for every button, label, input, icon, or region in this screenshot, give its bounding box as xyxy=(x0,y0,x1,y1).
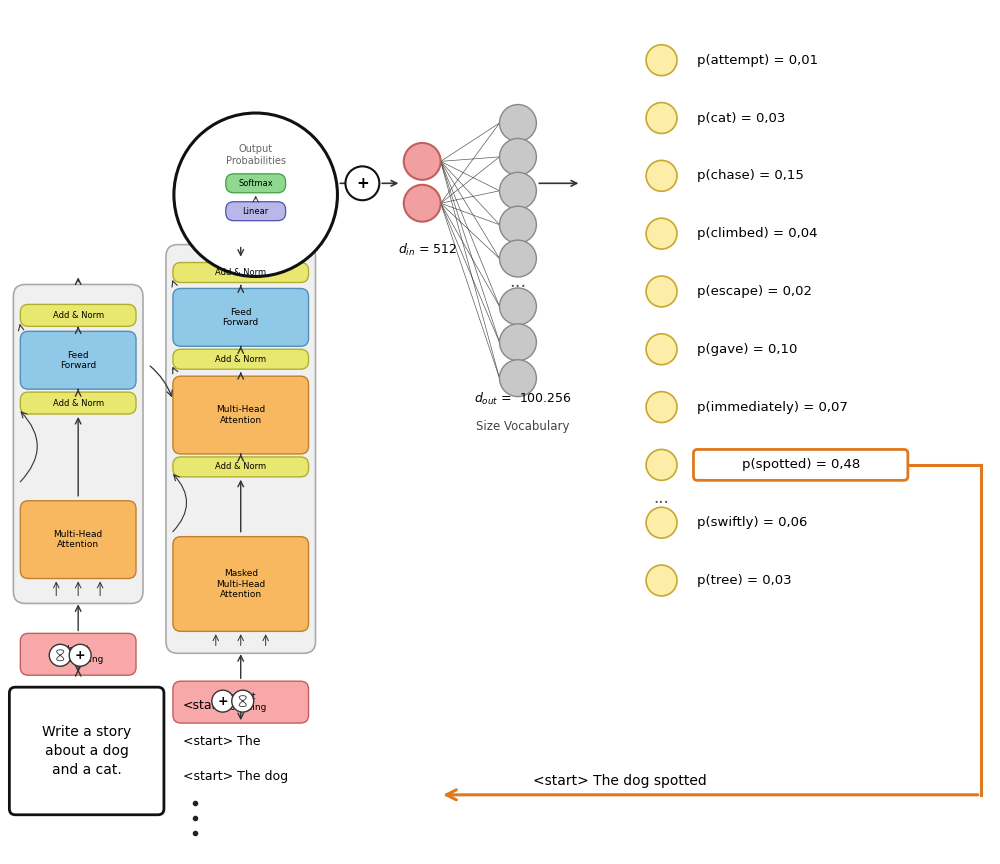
Text: +: + xyxy=(75,649,85,662)
Text: +: + xyxy=(356,175,369,191)
Text: Input
Embedding: Input Embedding xyxy=(52,645,104,664)
Text: p(attempt) = 0,01: p(attempt) = 0,01 xyxy=(697,54,819,67)
FancyBboxPatch shape xyxy=(173,349,309,369)
Text: p(gave) = 0,10: p(gave) = 0,10 xyxy=(697,343,798,356)
Text: Add & Norm: Add & Norm xyxy=(215,355,266,364)
Text: Add & Norm: Add & Norm xyxy=(53,398,104,408)
Circle shape xyxy=(646,103,677,133)
Circle shape xyxy=(646,391,677,422)
Circle shape xyxy=(500,324,536,361)
Circle shape xyxy=(500,206,536,243)
FancyBboxPatch shape xyxy=(13,284,143,603)
Circle shape xyxy=(646,219,677,249)
Text: p(chase) = 0,15: p(chase) = 0,15 xyxy=(697,169,804,182)
Text: $d_{out}$ =  100.256: $d_{out}$ = 100.256 xyxy=(474,391,572,407)
Text: <start>: <start> xyxy=(183,699,233,712)
Circle shape xyxy=(212,690,234,712)
Circle shape xyxy=(500,172,536,209)
Text: Add & Norm: Add & Norm xyxy=(215,462,266,472)
Text: Masked
Multi-Head
Attention: Masked Multi-Head Attention xyxy=(216,569,265,599)
FancyBboxPatch shape xyxy=(20,331,136,389)
Circle shape xyxy=(500,240,536,277)
Text: Add & Norm: Add & Norm xyxy=(53,311,104,320)
Text: p(climbed) = 0,04: p(climbed) = 0,04 xyxy=(697,227,818,240)
Text: ...: ... xyxy=(654,489,669,507)
Circle shape xyxy=(404,185,441,222)
Text: <start> The: <start> The xyxy=(183,734,260,747)
Text: Linear: Linear xyxy=(243,206,269,216)
Text: ...: ... xyxy=(509,274,527,291)
Circle shape xyxy=(404,143,441,180)
Text: p(swiftly) = 0,06: p(swiftly) = 0,06 xyxy=(697,516,808,530)
Text: +: + xyxy=(217,695,228,708)
Circle shape xyxy=(646,449,677,480)
Text: Feed
Forward: Feed Forward xyxy=(223,308,259,327)
Text: Multi-Head
Attention: Multi-Head Attention xyxy=(54,530,103,550)
Text: $d_{in}$ = 512: $d_{in}$ = 512 xyxy=(398,242,457,257)
Text: p(tree) = 0,03: p(tree) = 0,03 xyxy=(697,574,792,587)
FancyBboxPatch shape xyxy=(20,304,136,327)
FancyBboxPatch shape xyxy=(20,392,136,414)
FancyBboxPatch shape xyxy=(173,537,309,632)
Circle shape xyxy=(500,105,536,142)
FancyBboxPatch shape xyxy=(693,449,908,480)
Text: Softmax: Softmax xyxy=(238,179,273,187)
FancyBboxPatch shape xyxy=(173,263,309,283)
FancyBboxPatch shape xyxy=(173,457,309,477)
Text: p(cat) = 0,03: p(cat) = 0,03 xyxy=(697,111,786,124)
Text: Write a story
about a dog
and a cat.: Write a story about a dog and a cat. xyxy=(42,725,131,777)
Circle shape xyxy=(646,565,677,596)
Text: Output
Embedding: Output Embedding xyxy=(215,692,266,712)
Circle shape xyxy=(500,138,536,175)
Text: Add & Norm: Add & Norm xyxy=(215,268,266,277)
Circle shape xyxy=(69,645,91,666)
Circle shape xyxy=(232,690,254,712)
Circle shape xyxy=(49,645,71,666)
Circle shape xyxy=(646,161,677,191)
Circle shape xyxy=(646,45,677,76)
FancyBboxPatch shape xyxy=(166,245,316,653)
FancyBboxPatch shape xyxy=(20,633,136,675)
Text: Output
Probabilities: Output Probabilities xyxy=(226,144,286,166)
FancyBboxPatch shape xyxy=(173,681,309,723)
Text: Feed
Forward: Feed Forward xyxy=(60,351,96,370)
Circle shape xyxy=(500,288,536,325)
Circle shape xyxy=(174,113,337,276)
Circle shape xyxy=(345,167,379,200)
Text: p(escape) = 0,02: p(escape) = 0,02 xyxy=(697,285,812,298)
Text: p(immediately) = 0,07: p(immediately) = 0,07 xyxy=(697,401,848,414)
Text: Size Vocabulary: Size Vocabulary xyxy=(476,420,570,433)
FancyBboxPatch shape xyxy=(9,687,164,815)
FancyBboxPatch shape xyxy=(173,289,309,346)
Text: Multi-Head
Attention: Multi-Head Attention xyxy=(216,405,265,425)
FancyBboxPatch shape xyxy=(173,376,309,454)
Text: <start> The dog: <start> The dog xyxy=(183,771,288,784)
Circle shape xyxy=(646,276,677,307)
FancyBboxPatch shape xyxy=(20,501,136,579)
FancyBboxPatch shape xyxy=(226,201,286,220)
Circle shape xyxy=(500,359,536,397)
Text: p(spotted) = 0,48: p(spotted) = 0,48 xyxy=(742,459,860,472)
Circle shape xyxy=(646,334,677,365)
FancyBboxPatch shape xyxy=(226,174,286,193)
Text: <start> The dog spotted: <start> The dog spotted xyxy=(533,774,707,788)
Circle shape xyxy=(646,507,677,538)
